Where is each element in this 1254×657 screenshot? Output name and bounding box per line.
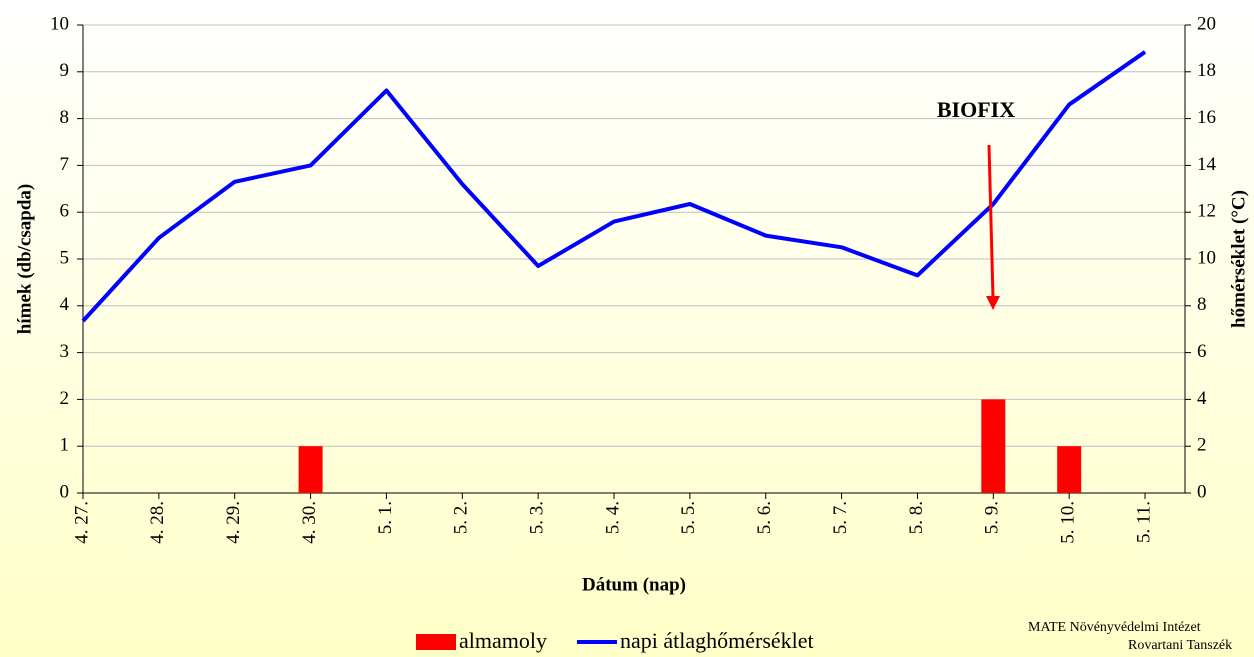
- y2-tick-label: 12: [1197, 201, 1216, 222]
- y2-tick-label: 20: [1197, 13, 1216, 34]
- x-tick-label: 5. 10.: [1058, 501, 1079, 544]
- x-tick-label: 5. 5.: [678, 501, 699, 534]
- x-tick-label: 4. 29.: [223, 501, 244, 544]
- y-tick-label: 7: [60, 154, 70, 175]
- y2-tick-label: 16: [1197, 107, 1216, 128]
- y-tick-label: 8: [60, 107, 70, 128]
- y-tick-label: 2: [60, 388, 70, 409]
- y2-tick-label: 2: [1197, 435, 1207, 456]
- y-tick-label: 3: [60, 341, 70, 362]
- y-axis-title: hímek (db/csapda): [14, 184, 35, 334]
- x-tick-label: 5. 4.: [602, 501, 623, 534]
- annotation-arrow: [987, 144, 995, 299]
- x-tick-label: 4. 27.: [71, 501, 92, 544]
- x-tick-label: 4. 28.: [147, 501, 168, 544]
- y2-tick-label: 6: [1197, 341, 1207, 362]
- x-tick-label: 5. 8.: [906, 501, 927, 534]
- y-tick-label: 1: [60, 435, 70, 456]
- y2-tick-label: 8: [1197, 294, 1207, 315]
- y2-tick-label: 4: [1197, 388, 1207, 409]
- bar: [1057, 446, 1082, 493]
- y2-tick-label: 10: [1197, 247, 1216, 268]
- footer: MATE Növényvédelmi Intézet: [1028, 620, 1201, 635]
- y-tick-label: 5: [60, 247, 70, 268]
- legend-swatch: [416, 634, 456, 650]
- y2-axis-title: hőmérséklet (°C): [1228, 190, 1249, 328]
- y-tick-label: 0: [60, 481, 70, 502]
- bar: [298, 446, 323, 493]
- x-tick-label: 4. 30.: [299, 501, 320, 544]
- y2-tick-label: 18: [1197, 60, 1216, 81]
- y-tick-label: 6: [60, 201, 70, 222]
- x-tick-label: 5. 9.: [982, 501, 1003, 534]
- legend-label: almamoly: [459, 628, 547, 653]
- x-tick-label: 5. 7.: [830, 501, 851, 534]
- y2-tick-label: 0: [1197, 481, 1207, 502]
- y-tick-label: 10: [50, 13, 69, 34]
- annotation: BIOFIX: [937, 97, 1015, 122]
- bar: [981, 399, 1006, 493]
- x-tick-label: 5. 2.: [451, 501, 472, 534]
- footer: Rovartani Tanszék: [1128, 638, 1232, 653]
- y-tick-label: 4: [60, 294, 70, 315]
- x-tick-label: 5. 3.: [527, 501, 548, 534]
- y-tick-label: 9: [60, 60, 70, 81]
- legend-label: napi átlaghőmérséklet: [620, 628, 814, 653]
- x-tick-label: 5. 6.: [754, 501, 775, 534]
- x-tick-label: 5. 1.: [375, 501, 396, 534]
- line: [81, 50, 1147, 323]
- x-axis-title: Dátum (nap): [582, 574, 686, 595]
- x-tick-label: 5. 11.: [1133, 501, 1154, 543]
- annotation-arrowhead: [986, 296, 1000, 310]
- y2-tick-label: 14: [1197, 154, 1217, 175]
